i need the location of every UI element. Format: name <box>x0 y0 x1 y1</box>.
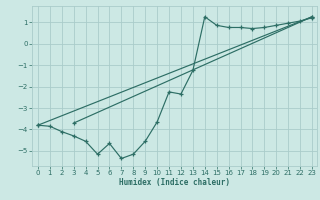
X-axis label: Humidex (Indice chaleur): Humidex (Indice chaleur) <box>119 178 230 187</box>
